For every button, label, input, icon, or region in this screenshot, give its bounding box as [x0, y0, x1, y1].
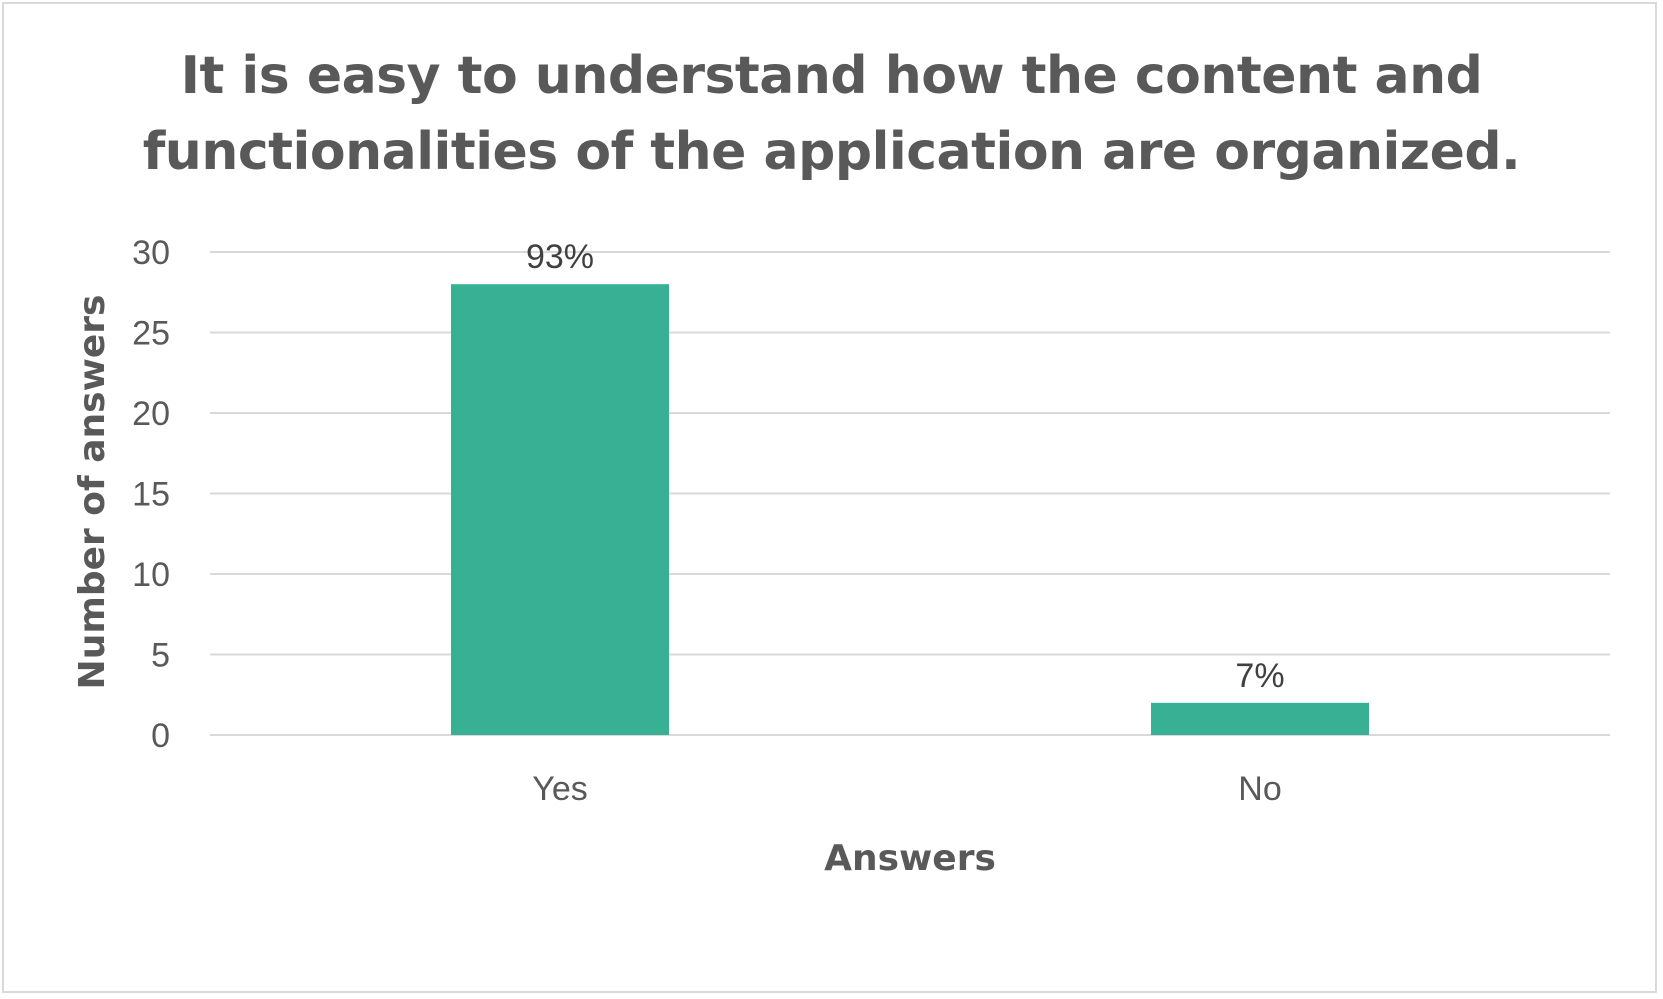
chart-title-line-2: functionalities of the application are o…	[142, 122, 1521, 182]
x-axis-title: Answers	[824, 838, 996, 879]
y-tick-label: 20	[132, 395, 170, 433]
chart-title-line-1: It is easy to understand how the content…	[180, 46, 1483, 106]
data-label-no: 7%	[1235, 657, 1284, 695]
bars	[451, 284, 1369, 735]
data-label-yes: 93%	[526, 238, 594, 276]
x-tick-label-no: No	[1238, 770, 1281, 808]
y-tick-label: 25	[132, 315, 170, 353]
y-tick-label: 0	[151, 717, 170, 755]
bar-yes	[451, 284, 669, 735]
chart-title: It is easy to understand how the content…	[0, 38, 1663, 190]
y-tick-label: 30	[132, 234, 170, 272]
x-tick-label-yes: Yes	[532, 770, 587, 808]
x-tick-labels: Yes No	[532, 770, 1281, 808]
data-labels: 93% 7%	[526, 238, 1285, 695]
y-axis-title: Number of answers	[72, 295, 113, 690]
gridlines	[210, 251, 1610, 736]
y-tick-labels: 0 5 10 15 20 25 30	[132, 234, 170, 755]
y-tick-label: 10	[132, 556, 170, 594]
y-tick-label: 5	[151, 637, 170, 675]
y-tick-label: 15	[132, 476, 170, 514]
bar-no	[1151, 702, 1369, 735]
